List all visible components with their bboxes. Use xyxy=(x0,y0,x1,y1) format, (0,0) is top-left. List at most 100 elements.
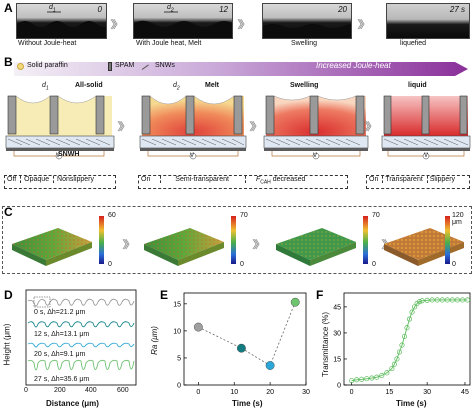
arrow-icon: 〉〉〉 xyxy=(357,18,371,31)
colorbar-0-bottom: 0 xyxy=(108,261,112,268)
data-point xyxy=(434,297,440,303)
d2-label: d2 xyxy=(173,82,180,92)
state-semi: Semi-transparent xyxy=(160,176,229,183)
legend-spam: SPAM xyxy=(115,62,135,69)
joule-heat-arrow xyxy=(14,62,468,76)
photo-a-0s: 0 d1 xyxy=(16,3,107,39)
panel-e-chart: 0 10 20 30 0 5 10 15 xyxy=(173,292,310,396)
surface-profile xyxy=(17,11,106,38)
panel-f-label: F xyxy=(316,288,324,302)
x-tick-label: 30 xyxy=(302,389,310,396)
transmittance-line xyxy=(351,299,468,382)
colorbar-1 xyxy=(231,216,236,264)
d2-label: d2 xyxy=(167,4,174,14)
data-point xyxy=(384,370,390,376)
time-label: 27 s xyxy=(449,5,465,14)
caption-a-20: Swelling xyxy=(291,40,318,47)
photo-a-27s: 27 s xyxy=(386,3,470,39)
v-label: V xyxy=(190,153,195,159)
data-point xyxy=(417,299,423,305)
arrow-text: Increased Joule-heat xyxy=(316,61,391,70)
data-point xyxy=(389,365,395,372)
trend-line xyxy=(198,302,296,367)
profile-0s xyxy=(27,298,135,307)
panel-d-xtick-1: 200 xyxy=(54,387,66,394)
surface-profile xyxy=(134,11,232,38)
photo-a-12s: 12 d2 xyxy=(133,3,233,39)
colorbar-0 xyxy=(99,216,104,264)
panel-d-ylabel: Height (μm) xyxy=(2,323,12,366)
caption-a-12: With Joule heat, Melt xyxy=(136,40,202,47)
colorbar-3 xyxy=(445,216,450,264)
annotation-20s: 20 s, Δh=9.1 μm xyxy=(34,351,86,358)
annotation-12s: 12 s, Δh=13.1 μm xyxy=(34,331,90,338)
stage-melt: Melt xyxy=(205,82,219,89)
y-tick-label: 15 xyxy=(333,356,341,363)
data-point xyxy=(449,297,455,303)
v-label: V xyxy=(313,153,318,159)
profile-20s xyxy=(27,342,135,348)
device-schematic-liquid xyxy=(381,95,471,160)
y-tick-label: 0 xyxy=(337,383,341,390)
plot-frame xyxy=(343,292,471,386)
data-point xyxy=(406,316,413,322)
state-on2: On xyxy=(369,176,379,183)
annotation-0s: 0 s, Δh=21.2 μm xyxy=(34,309,86,316)
arrow-icon: 〉〉〉 xyxy=(364,120,378,133)
colorbar-2 xyxy=(363,216,368,264)
state-box-on: On Semi-transparent FCAH decreased xyxy=(138,175,348,189)
data-point xyxy=(265,361,275,370)
data-point xyxy=(454,297,460,303)
y-tick-label: 0 xyxy=(177,383,181,390)
device-schematic-melt xyxy=(139,95,247,160)
data-point xyxy=(369,375,375,381)
legend-paraffin: Solid paraffin xyxy=(27,62,68,69)
x-tick-label: 0 xyxy=(196,389,200,396)
data-point xyxy=(429,297,435,303)
snwh-label: SNWH xyxy=(58,151,80,158)
x-tick-label: 30 xyxy=(423,389,431,396)
state-transparent: Transparent xyxy=(382,176,423,183)
data-point xyxy=(404,325,410,331)
colorbar-2-top: 70 xyxy=(372,212,380,219)
panel-c-label: C xyxy=(4,205,13,219)
state-nonslippery: Nonslippery xyxy=(53,176,95,183)
y-tick-label: 15 xyxy=(173,301,181,308)
data-point xyxy=(364,376,370,382)
profile-27s xyxy=(27,359,135,371)
time-label: 0 xyxy=(97,5,102,14)
panel-d-xlabel: Distance (μm) xyxy=(46,399,99,408)
y-tick-label: 5 xyxy=(177,355,181,362)
d1-label: d1 xyxy=(42,82,49,92)
data-point xyxy=(359,376,365,382)
panel-e-label: E xyxy=(160,288,169,302)
state-on: On xyxy=(141,176,151,183)
arrow-icon: 〉〉〉 xyxy=(110,18,124,31)
y-tick-label: 10 xyxy=(173,328,181,335)
x-tick-label: 0 xyxy=(350,389,354,396)
colorbar-1-bottom: 0 xyxy=(240,261,244,268)
device-schematic-solid xyxy=(5,95,115,160)
data-point xyxy=(459,297,465,303)
surface-3d-0 xyxy=(12,228,92,266)
data-point xyxy=(354,377,360,383)
x-tick-label: 20 xyxy=(266,389,274,396)
panel-e-xlabel: Time (s) xyxy=(232,399,263,408)
surface-profile xyxy=(263,24,351,38)
paraffin-icon xyxy=(17,63,24,70)
data-point xyxy=(396,349,402,355)
arrow-icon: 〉〉〉 xyxy=(117,120,131,133)
arrow-icon: 〉〉〉 xyxy=(122,238,136,251)
panel-a-label: A xyxy=(4,1,13,15)
panel-e-ylabel: Ra (μm) xyxy=(149,326,159,355)
state-slippery: Slippery xyxy=(426,176,456,183)
data-point xyxy=(391,361,397,367)
data-point xyxy=(419,298,425,304)
state-box-on-liquid: On Transparent Slippery xyxy=(366,175,470,189)
arrow-icon: 〉〉〉 xyxy=(252,238,266,251)
caption-a-0: Without Joule-heat xyxy=(18,40,77,47)
data-point xyxy=(290,297,300,307)
panel-d-xtick-3: 600 xyxy=(117,387,129,394)
time-label: 20 xyxy=(338,5,347,14)
data-point xyxy=(464,297,471,303)
